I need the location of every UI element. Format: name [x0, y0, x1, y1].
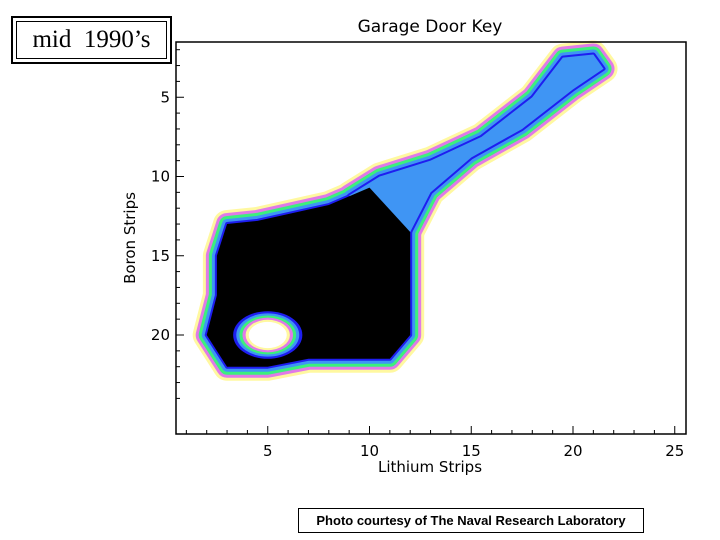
- y-axis-label: Boron Strips: [121, 192, 139, 284]
- key-hole: [233, 311, 303, 359]
- key-contours: [192, 40, 618, 381]
- y-tick-label: 15: [151, 247, 170, 265]
- x-tick-label: 10: [360, 442, 379, 460]
- y-axis: 5 10 15 20: [151, 49, 184, 399]
- photo-credit: Photo courtesy of The Naval Research Lab…: [298, 508, 644, 533]
- x-tick-label: 25: [665, 442, 684, 460]
- chart-title: Garage Door Key: [358, 17, 503, 37]
- x-tick-label: 15: [462, 442, 481, 460]
- x-tick-label: 5: [263, 442, 273, 460]
- y-tick-label: 10: [151, 168, 170, 186]
- y-tick-label: 5: [160, 88, 170, 106]
- x-axis-label: Lithium Strips: [378, 458, 482, 476]
- y-tick-label: 20: [151, 326, 170, 344]
- x-axis: 5 10 15 20 25: [185, 426, 684, 460]
- x-tick-label: 20: [563, 442, 582, 460]
- era-label: mid 1990’s: [11, 16, 172, 64]
